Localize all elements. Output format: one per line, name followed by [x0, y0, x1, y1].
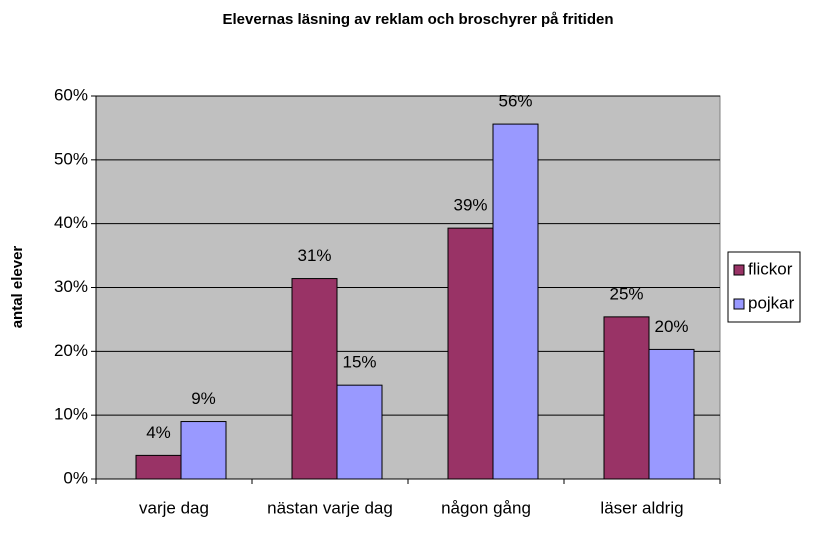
y-tick-label: 20%: [54, 341, 88, 360]
y-tick-label: 50%: [54, 149, 88, 168]
y-tick-label: 60%: [54, 85, 88, 104]
y-tick-label: 0%: [63, 468, 88, 487]
y-tick-label: 10%: [54, 405, 88, 424]
bar: [291, 278, 338, 480]
legend-label: flickor: [748, 259, 793, 278]
legend-box: [727, 251, 801, 323]
bar: [603, 316, 650, 480]
data-label: 15%: [342, 353, 376, 372]
bar: [447, 227, 494, 480]
data-label: 31%: [297, 246, 331, 265]
x-tick-label: läser aldrig: [600, 498, 683, 517]
legend-label: pojkar: [748, 293, 795, 312]
data-label: 20%: [654, 317, 688, 336]
x-tick-label: någon gång: [441, 498, 531, 517]
y-axis-title: antal elever: [9, 246, 26, 329]
chart-title: Elevernas läsning av reklam och broschyr…: [223, 11, 614, 28]
x-tick-label: nästan varje dag: [267, 498, 393, 517]
legend-swatch: [733, 264, 745, 276]
bar: [135, 454, 182, 480]
data-label: 4%: [146, 423, 171, 442]
data-label: 39%: [453, 196, 487, 215]
data-label: 9%: [191, 389, 216, 408]
bar: [492, 123, 539, 480]
y-tick-label: 30%: [54, 277, 88, 296]
data-label: 56%: [498, 92, 532, 111]
y-tick-label: 40%: [54, 213, 88, 232]
data-label: 25%: [609, 284, 643, 303]
legend-swatch: [733, 298, 745, 310]
bar: [648, 348, 695, 480]
x-tick-label: varje dag: [139, 498, 209, 517]
bar: [336, 384, 383, 480]
bar: [180, 421, 227, 480]
